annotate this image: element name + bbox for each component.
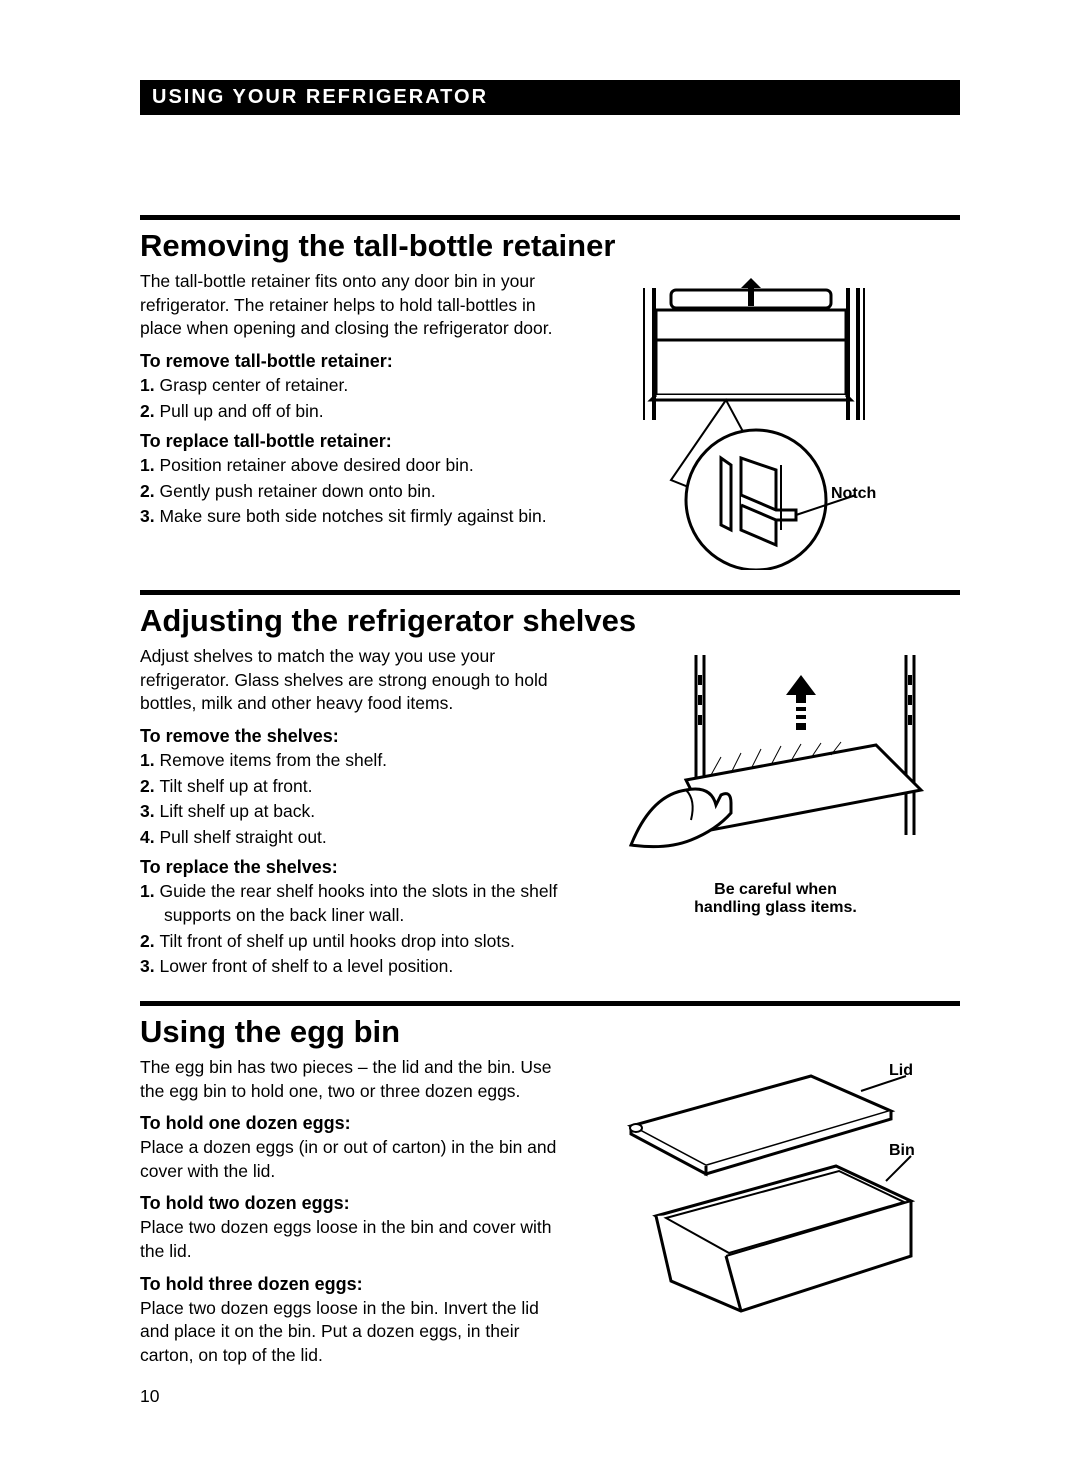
subhead-two-dozen: To hold two dozen eggs:: [140, 1193, 571, 1214]
section-tall-bottle: Removing the tall-bottle retainer The ta…: [140, 215, 960, 570]
step-item: 3. Lift shelf up at back.: [140, 800, 571, 824]
section-header-bar: USING YOUR REFRIGERATOR: [140, 80, 960, 115]
step-item: 4. Pull shelf straight out.: [140, 826, 571, 850]
subhead-replace-shelves: To replace the shelves:: [140, 857, 571, 878]
subhead-replace: To replace tall-bottle retainer:: [140, 431, 571, 452]
caption-line2: handling glass items.: [694, 899, 857, 917]
subhead-three-dozen: To hold three dozen eggs:: [140, 1274, 571, 1295]
text-one-dozen: Place a dozen eggs (in or out of carton)…: [140, 1136, 571, 1183]
intro-text: The egg bin has two pieces – the lid and…: [140, 1056, 571, 1103]
step-item: 1. Position retainer above desired door …: [140, 454, 571, 478]
step-item: 3. Make sure both side notches sit firml…: [140, 505, 571, 529]
section-title: Adjusting the refrigerator shelves: [140, 603, 960, 639]
replace-steps: 1. Position retainer above desired door …: [140, 454, 571, 529]
figure-shelves: Be careful when handling glass items.: [591, 645, 960, 981]
step-item: 1. Remove items from the shelf.: [140, 749, 571, 773]
subhead-remove-shelves: To remove the shelves:: [140, 726, 571, 747]
section-title: Using the egg bin: [140, 1014, 960, 1050]
step-item: 3. Lower front of shelf to a level posit…: [140, 955, 571, 979]
subhead-remove: To remove tall-bottle retainer:: [140, 351, 571, 372]
step-item: 2. Gently push retainer down onto bin.: [140, 480, 571, 504]
section-title: Removing the tall-bottle retainer: [140, 228, 960, 264]
label-bin: Bin: [889, 1142, 915, 1160]
step-item: 2. Tilt shelf up at front.: [140, 775, 571, 799]
section-egg-bin: Using the egg bin The egg bin has two pi…: [140, 1001, 960, 1407]
remove-shelves-steps: 1. Remove items from the shelf.2. Tilt s…: [140, 749, 571, 850]
step-item: 1. Grasp center of retainer.: [140, 374, 571, 398]
text-two-dozen: Place two dozen eggs loose in the bin an…: [140, 1216, 571, 1263]
section-shelves: Adjusting the refrigerator shelves Adjus…: [140, 590, 960, 981]
remove-steps: 1. Grasp center of retainer.2. Pull up a…: [140, 374, 571, 423]
figure-egg-bin: Lid Bin: [591, 1056, 960, 1378]
intro-text: Adjust shelves to match the way you use …: [140, 645, 571, 716]
step-item: 2. Tilt front of shelf up until hooks dr…: [140, 930, 571, 954]
label-lid: Lid: [889, 1062, 913, 1080]
intro-text: The tall-bottle retainer fits onto any d…: [140, 270, 571, 341]
caption-line1: Be careful when: [694, 881, 857, 899]
replace-shelves-steps: 1. Guide the rear shelf hooks into the s…: [140, 880, 571, 979]
step-item: 2. Pull up and off of bin.: [140, 400, 571, 424]
text-three-dozen: Place two dozen eggs loose in the bin. I…: [140, 1297, 571, 1368]
step-item: 1. Guide the rear shelf hooks into the s…: [140, 880, 571, 927]
label-notch: Notch: [831, 485, 876, 503]
figure-tall-bottle: Notch: [591, 270, 960, 570]
subhead-one-dozen: To hold one dozen eggs:: [140, 1113, 571, 1134]
page-number: 10: [140, 1386, 960, 1407]
